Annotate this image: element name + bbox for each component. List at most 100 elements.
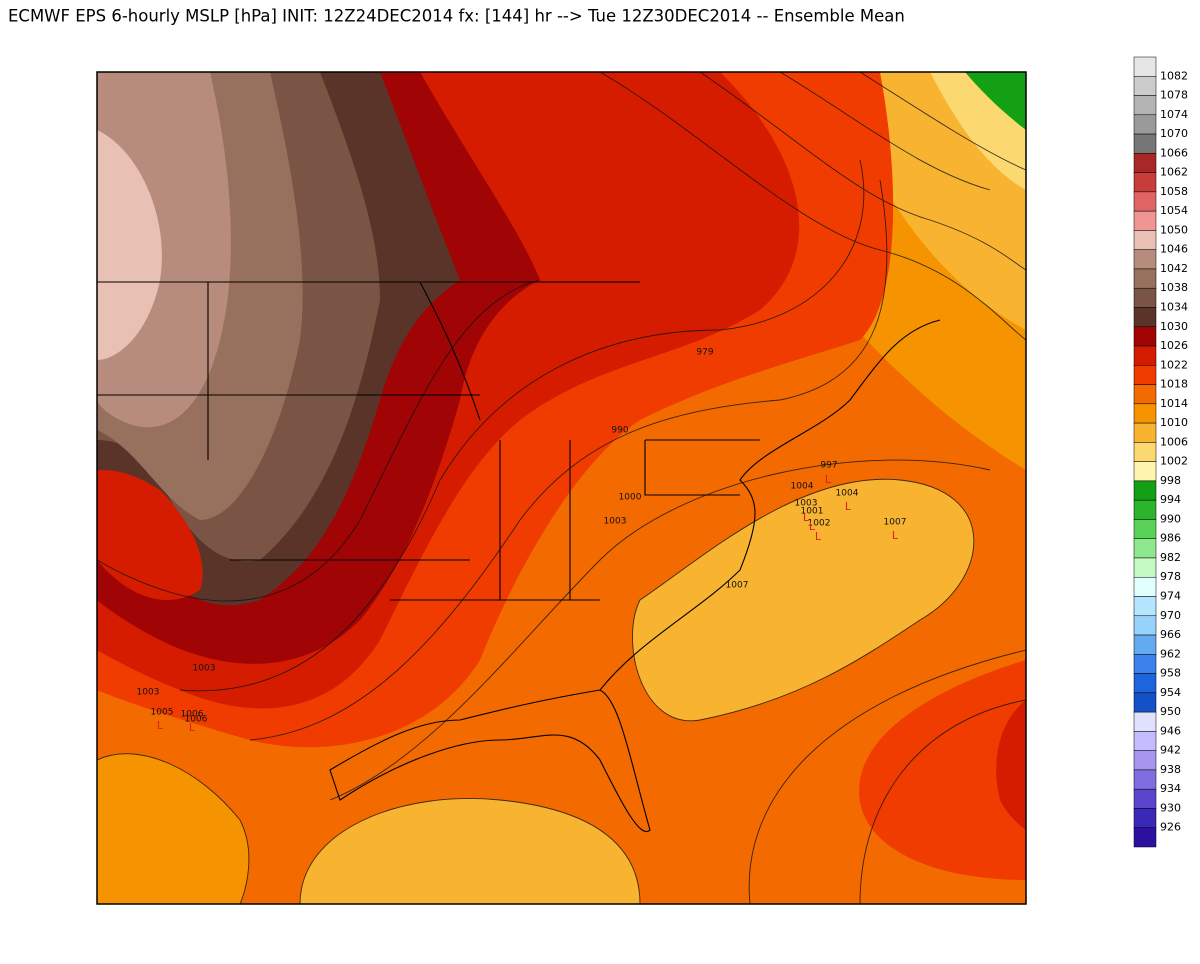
colorbar-box bbox=[1133, 576, 1157, 597]
colorbar-label: 1050 bbox=[1160, 223, 1188, 236]
colorbar-box bbox=[1133, 76, 1157, 96]
colorbar-label: 1014 bbox=[1160, 397, 1188, 410]
low-label: 1003 bbox=[137, 688, 160, 698]
colorbar-label: 926 bbox=[1160, 821, 1181, 834]
colorbar-box bbox=[1133, 615, 1157, 636]
colorbar-box bbox=[1133, 133, 1157, 154]
colorbar-label: 1078 bbox=[1160, 89, 1188, 102]
colorbar-box bbox=[1133, 711, 1157, 732]
colorbar-label: 938 bbox=[1160, 763, 1181, 776]
colorbar-label: 1074 bbox=[1160, 108, 1188, 121]
low-marker: L bbox=[809, 520, 816, 533]
low-marker: L bbox=[845, 500, 852, 513]
colorbar-label: 978 bbox=[1160, 570, 1181, 583]
colorbar-box bbox=[1133, 114, 1157, 135]
colorbar-label: 1054 bbox=[1160, 204, 1188, 217]
colorbar-box bbox=[1133, 345, 1157, 366]
colorbar-box bbox=[1133, 750, 1157, 771]
low-label: 1007 bbox=[726, 581, 749, 591]
low-label: 990 bbox=[611, 426, 628, 436]
map bbox=[97, 72, 1026, 904]
colorbar-label: 1006 bbox=[1160, 435, 1188, 448]
low-label: 1007 bbox=[884, 518, 907, 528]
colorbar-label: 986 bbox=[1160, 532, 1181, 545]
colorbar-label: 954 bbox=[1160, 686, 1181, 699]
colorbar-label: 946 bbox=[1160, 724, 1181, 737]
colorbar-box bbox=[1133, 191, 1157, 212]
colorbar-box bbox=[1133, 808, 1157, 828]
colorbar-box bbox=[1133, 654, 1157, 674]
colorbar-box bbox=[1133, 403, 1157, 424]
colorbar-label: 1070 bbox=[1160, 127, 1188, 140]
low-label: 1001 bbox=[801, 507, 824, 517]
colorbar-box bbox=[1133, 461, 1157, 482]
low-label: 1003 bbox=[193, 664, 216, 674]
colorbar-label: 994 bbox=[1160, 493, 1181, 506]
colorbar-label: 950 bbox=[1160, 705, 1181, 718]
low-marker: L bbox=[189, 721, 196, 734]
colorbar-box bbox=[1133, 268, 1157, 289]
colorbar-box bbox=[1133, 634, 1157, 655]
low-marker: L bbox=[815, 530, 822, 543]
colorbar-label: 934 bbox=[1160, 782, 1181, 795]
low-label: 1005 bbox=[151, 708, 174, 718]
colorbar-box bbox=[1133, 326, 1157, 347]
colorbar-label: 1066 bbox=[1160, 146, 1188, 159]
colorbar-box bbox=[1133, 731, 1157, 751]
colorbar-box bbox=[1133, 249, 1157, 270]
low-label: 997 bbox=[820, 461, 837, 471]
colorbar-label: 974 bbox=[1160, 590, 1181, 603]
colorbar-box bbox=[1133, 596, 1157, 617]
colorbar-label: 958 bbox=[1160, 667, 1181, 680]
low-label: 1000 bbox=[619, 493, 642, 503]
colorbar-box bbox=[1133, 230, 1157, 250]
colorbar-label: 1082 bbox=[1160, 69, 1188, 82]
colorbar-label: 990 bbox=[1160, 512, 1181, 525]
colorbar-box bbox=[1133, 95, 1157, 116]
colorbar-box bbox=[1133, 365, 1157, 385]
colorbar-label: 930 bbox=[1160, 801, 1181, 814]
low-marker: L bbox=[803, 511, 810, 524]
colorbar-box bbox=[1133, 499, 1157, 520]
colorbar-label: 1018 bbox=[1160, 378, 1188, 391]
low-label: 1004 bbox=[791, 482, 814, 492]
colorbar-box bbox=[1133, 210, 1157, 231]
colorbar-label: 962 bbox=[1160, 647, 1181, 660]
colorbar-label: 966 bbox=[1160, 628, 1181, 641]
low-label: 979 bbox=[696, 348, 713, 358]
map-frame bbox=[96, 71, 1027, 905]
colorbar-label: 1058 bbox=[1160, 185, 1188, 198]
low-label: 1004 bbox=[836, 489, 859, 499]
colorbar-label: 970 bbox=[1160, 609, 1181, 622]
low-label: 1003 bbox=[604, 517, 627, 527]
colorbar: 1082 1078 1074 1070 1066 1062 1058 1054 1050 1046… bbox=[1133, 56, 1188, 848]
colorbar-label: 1042 bbox=[1160, 262, 1188, 275]
colorbar-box bbox=[1133, 673, 1157, 694]
colorbar-box bbox=[1133, 827, 1157, 848]
colorbar-box bbox=[1133, 557, 1157, 578]
colorbar-label: 1022 bbox=[1160, 358, 1188, 371]
colorbar-box bbox=[1133, 538, 1157, 559]
colorbar-label: 1046 bbox=[1160, 243, 1188, 256]
title: ECMWF EPS 6-hourly MSLP [hPa] INIT: 12Z2… bbox=[8, 7, 905, 26]
low-marker: L bbox=[892, 529, 899, 542]
colorbar-box bbox=[1133, 692, 1157, 713]
colorbar-box bbox=[1133, 56, 1157, 77]
colorbar-label: 942 bbox=[1160, 744, 1181, 757]
low-label: 1006 bbox=[185, 715, 208, 725]
colorbar-box bbox=[1133, 442, 1157, 462]
colorbar-box bbox=[1133, 422, 1157, 443]
colorbar-label: 1010 bbox=[1160, 416, 1188, 429]
colorbar-label: 998 bbox=[1160, 474, 1181, 487]
low-label: 1003 bbox=[795, 499, 818, 509]
colorbar-label: 1026 bbox=[1160, 339, 1188, 352]
low-marker: L bbox=[157, 719, 164, 732]
colorbar-label: 1062 bbox=[1160, 166, 1188, 179]
low-labels: 9799901000100399710041003100110021004100… bbox=[137, 348, 907, 735]
colorbar-box bbox=[1133, 153, 1157, 173]
low-label: 1002 bbox=[808, 519, 831, 529]
colorbar-label: 1002 bbox=[1160, 455, 1188, 468]
colorbar-box bbox=[1133, 172, 1157, 193]
colorbar-box bbox=[1133, 769, 1157, 790]
